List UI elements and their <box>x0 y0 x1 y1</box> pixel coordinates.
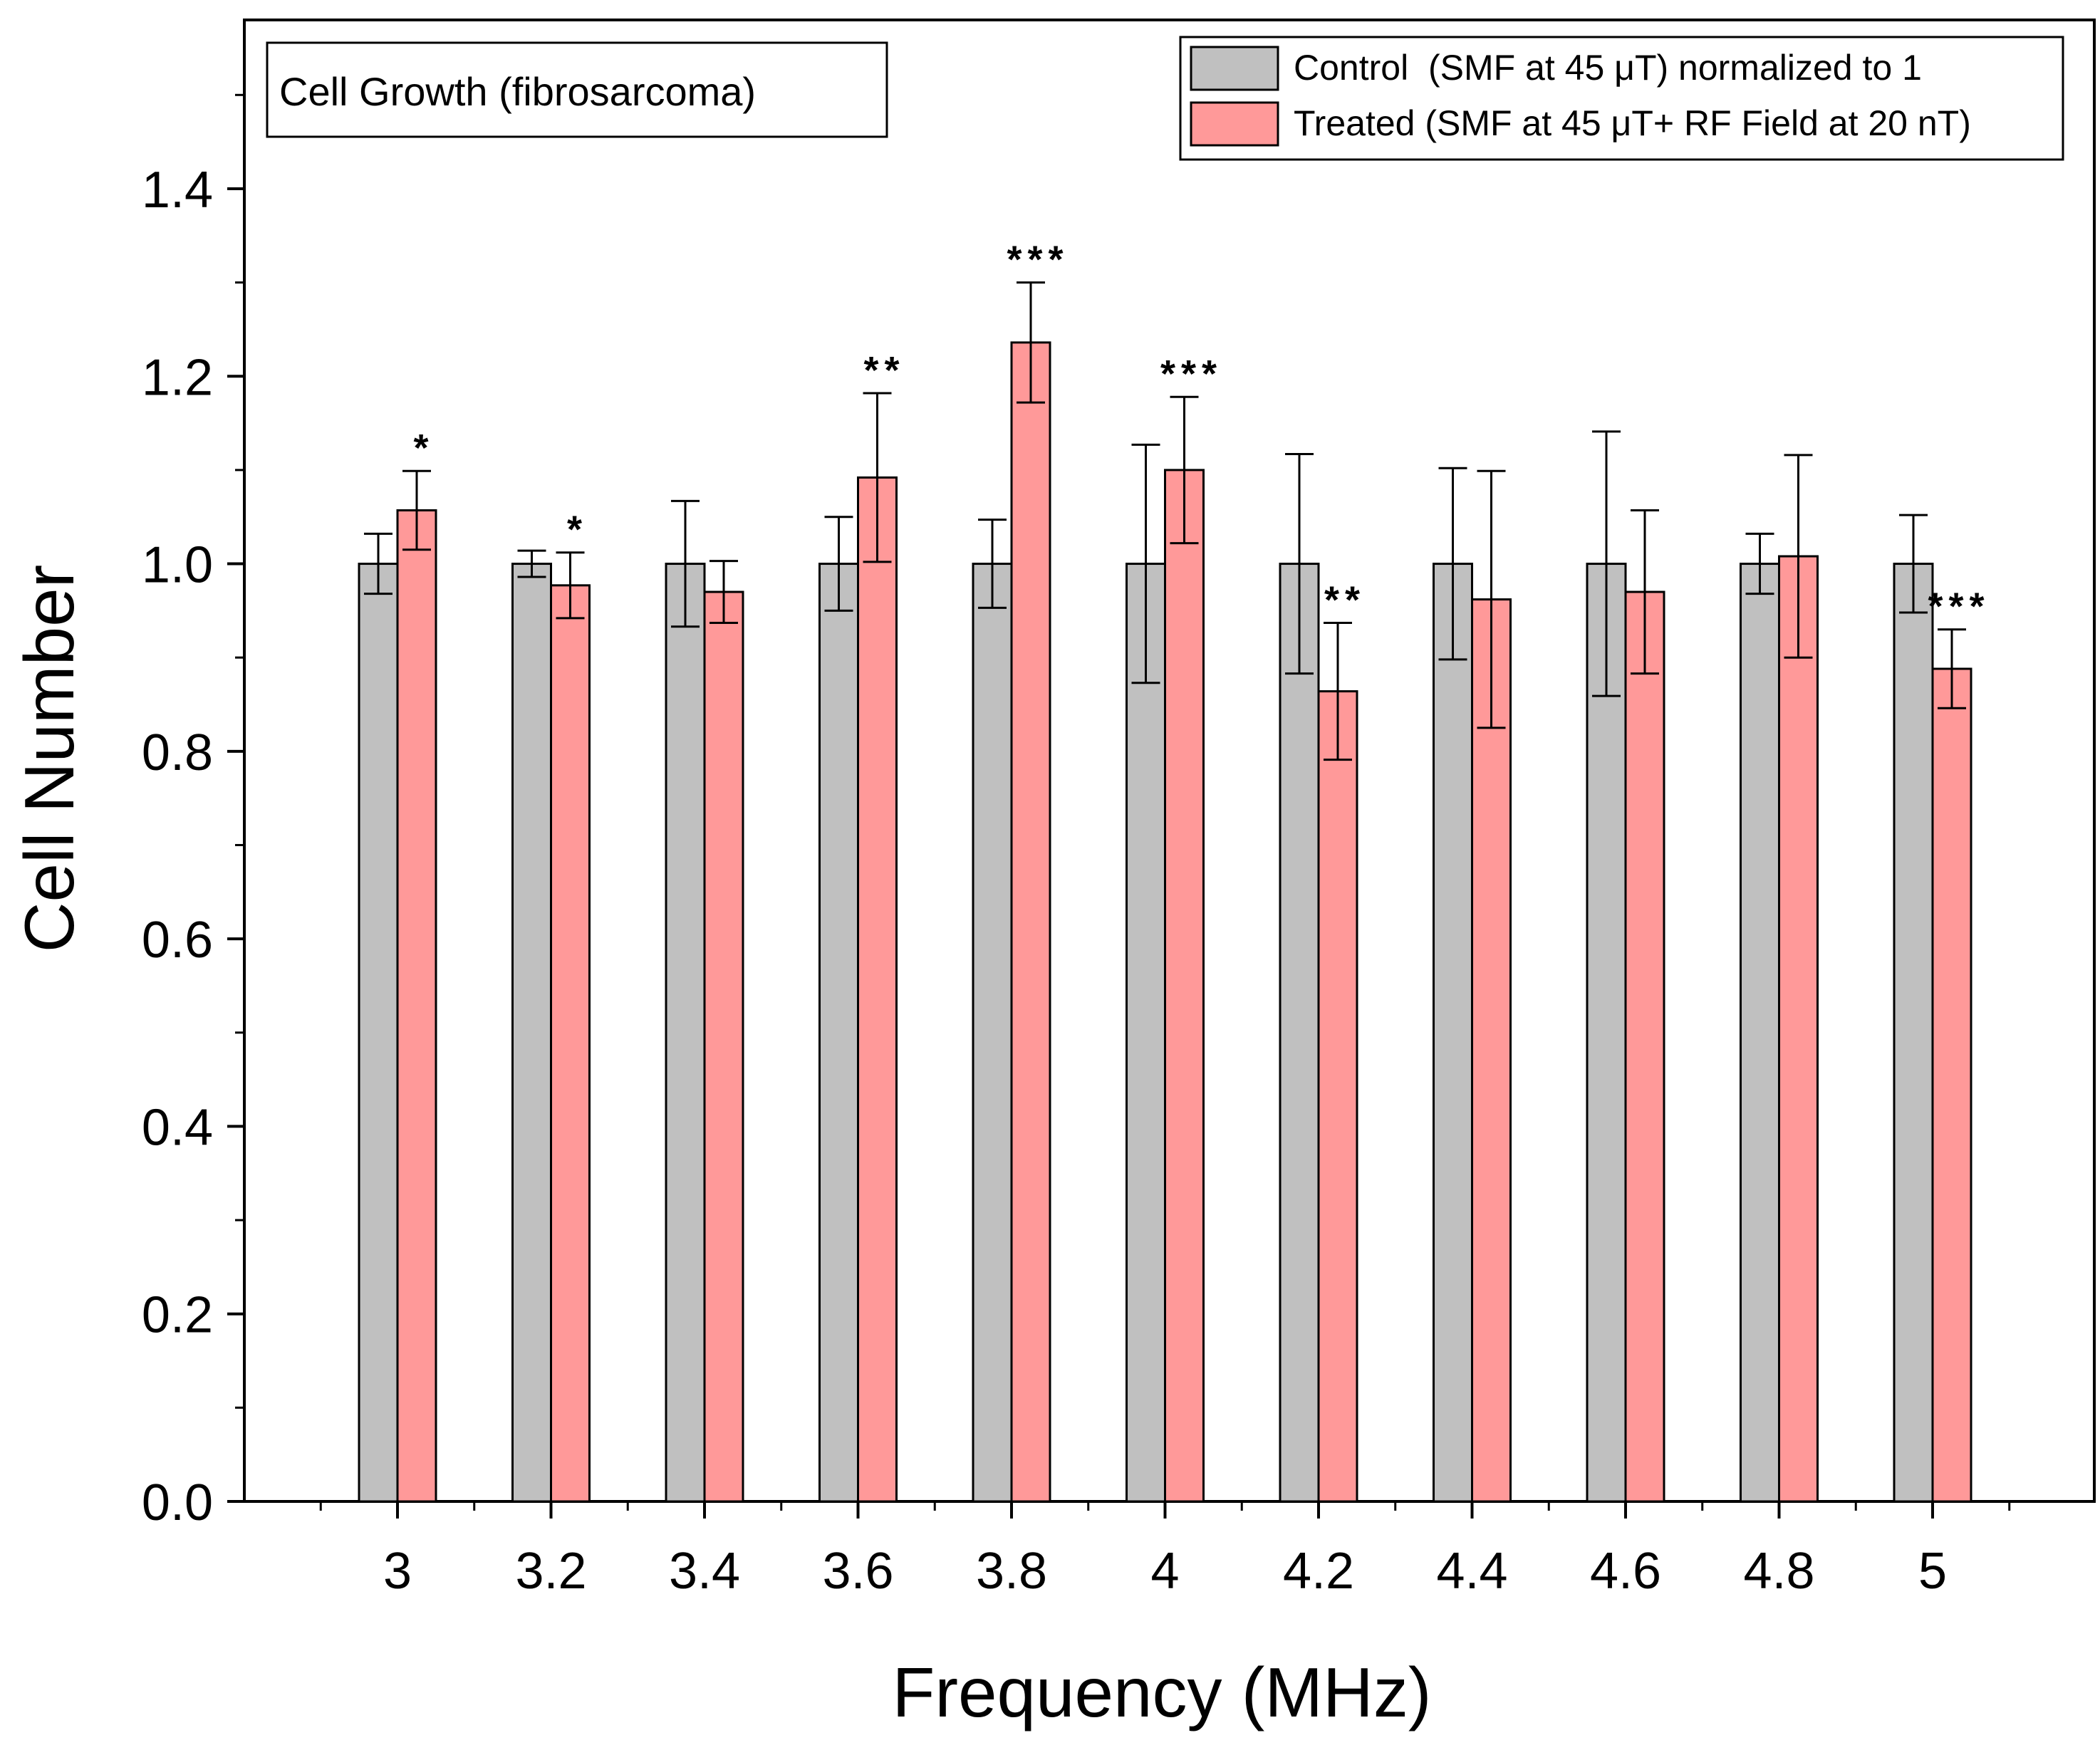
bar-control-4.6 <box>1586 563 1627 1503</box>
inset-title-box: Cell Growth (fibrosarcoma) <box>266 41 888 138</box>
bar-treated-3.6 <box>857 476 898 1503</box>
legend-frame <box>1179 36 2064 161</box>
bar-control-5 <box>1893 563 1934 1503</box>
x-tick-label: 3.4 <box>669 1543 740 1600</box>
y-axis-title: Cell Number <box>10 565 88 953</box>
bar-treated-3.2 <box>550 584 591 1503</box>
y-axis: 0.0 0.2 0.4 0.6 0.8 1.0 1.2 1.4 <box>142 93 244 1531</box>
significance-marker: * <box>567 509 588 551</box>
bar-treated-4.2 <box>1317 690 1358 1503</box>
x-tick-label: 4.8 <box>1743 1543 1814 1600</box>
x-tick-label: 5 <box>1918 1543 1947 1600</box>
inset-title: Cell Growth (fibrosarcoma) <box>279 69 756 114</box>
bar-treated-3.4 <box>703 590 744 1503</box>
y-tick-label: 0.8 <box>142 724 213 781</box>
x-tick-label: 3.8 <box>976 1543 1047 1600</box>
x-axis-title: Frequency (MHz) <box>893 1653 1432 1731</box>
x-tick-label: 4.6 <box>1590 1543 1661 1600</box>
significance-marker: * <box>413 427 434 469</box>
x-tick-label: 4.4 <box>1436 1543 1507 1600</box>
legend-swatch-treated <box>1190 101 1279 147</box>
bar-treated-5 <box>1931 667 1972 1503</box>
y-tick-label: 0.0 <box>142 1474 213 1531</box>
bar-control-3.6 <box>818 563 859 1503</box>
legend: Control (SMF at 45 μT) normalized to 1 T… <box>1179 36 2064 161</box>
bar-treated-4.4 <box>1471 598 1512 1503</box>
bar-control-3.2 <box>511 563 552 1503</box>
y-tick-label: 1.0 <box>142 537 213 594</box>
error-bars <box>364 281 1966 761</box>
bar-control-4.4 <box>1433 563 1473 1503</box>
legend-label-treated: Treated (SMF at 45 μT+ RF Field at 20 nT… <box>1294 103 1971 143</box>
significance-marker: *** <box>1928 585 1990 628</box>
y-tick-label: 1.4 <box>142 162 213 219</box>
x-tick-label: 3 <box>383 1543 412 1600</box>
bar-treated-4.8 <box>1778 555 1819 1503</box>
significance-marker: *** <box>1007 239 1069 281</box>
x-tick-label: 4 <box>1150 1543 1179 1600</box>
bar-control-4 <box>1126 563 1166 1503</box>
bar-treated-3 <box>396 509 437 1503</box>
y-tick-label: 0.6 <box>142 912 213 969</box>
legend-label-control: Control (SMF at 45 μT) normalized to 1 <box>1294 48 1922 88</box>
legend-swatch-control <box>1190 46 1279 91</box>
y-tick-label: 1.2 <box>142 349 213 406</box>
bar-control-3 <box>358 563 399 1503</box>
y-tick-label: 0.2 <box>142 1287 213 1344</box>
significance-markers: ************ *** <box>413 239 1990 628</box>
x-tick-label: 4.2 <box>1283 1543 1354 1600</box>
x-tick-label: 3.6 <box>822 1543 893 1600</box>
bar-treated-3.8 <box>1010 341 1051 1503</box>
bar-treated-4.6 <box>1624 590 1665 1503</box>
bar-control-3.8 <box>972 563 1013 1503</box>
x-axis: 3 3.2 3.4 3.6 3.8 4 4.2 4.4 4.6 4.8 5 <box>319 1501 2011 1600</box>
bar-control-4.2 <box>1279 563 1320 1503</box>
inset-title-frame <box>266 41 888 138</box>
bars <box>358 341 1972 1503</box>
significance-marker: ** <box>863 349 905 392</box>
bar-control-3.4 <box>665 563 706 1503</box>
significance-marker: ** <box>1324 578 1366 621</box>
y-tick-label: 0.4 <box>142 1099 213 1156</box>
bar-control-4.8 <box>1740 563 1780 1503</box>
bar-treated-4 <box>1164 469 1205 1503</box>
significance-marker: *** <box>1160 353 1222 395</box>
x-tick-label: 3.2 <box>515 1543 586 1600</box>
